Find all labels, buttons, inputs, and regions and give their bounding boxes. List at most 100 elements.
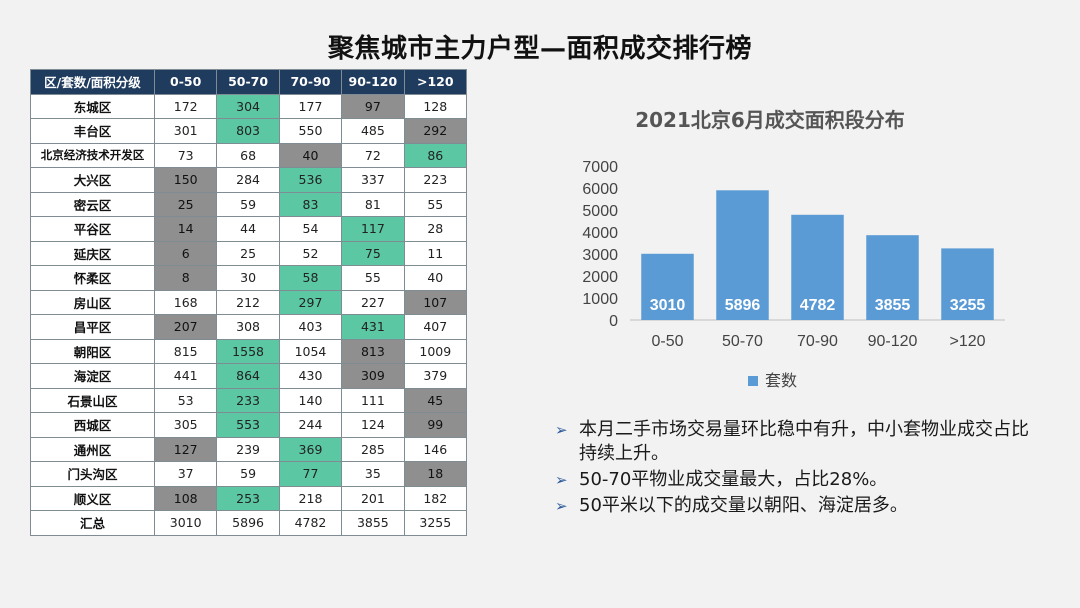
table-cell: 30 [216, 265, 280, 291]
table-cell: 128 [403, 93, 468, 119]
table-cell: 68 [216, 142, 280, 168]
table-row: 平谷区 14 44 54 117 28 [30, 216, 468, 242]
table-cell: 127 [153, 436, 218, 462]
table-cell: 309 [341, 363, 405, 389]
table-cell: 18 [403, 461, 468, 487]
row-label: 汇总 [30, 510, 155, 536]
table-cell: 45 [403, 387, 468, 413]
table-cell: 11 [403, 240, 468, 266]
header-cell-range: 90-120 [341, 69, 405, 95]
row-label: 大兴区 [30, 167, 155, 193]
table-cell: 550 [278, 118, 343, 144]
table-cell: 59 [216, 191, 280, 217]
bar-data-label: 3255 [950, 297, 986, 314]
x-tick-label: 50-70 [722, 333, 763, 350]
table-row: 门头沟区 37 59 77 35 18 [30, 461, 468, 487]
table-cell: 3255 [403, 510, 468, 536]
table-cell: 140 [278, 387, 343, 413]
table-cell: 308 [216, 314, 280, 340]
x-tick-label: 0-50 [651, 333, 683, 350]
note-item: ➢ 本月二手市场交易量环比稳中有升，中小套物业成交占比持续上升。 [555, 418, 1045, 466]
table-cell: 177 [278, 93, 343, 119]
table-cell: 97 [341, 93, 405, 119]
table-cell: 253 [216, 485, 280, 511]
table-cell: 369 [278, 436, 343, 462]
table-cell: 441 [153, 363, 218, 389]
arrow-bullet-icon: ➢ [555, 471, 568, 489]
table-cell: 1009 [403, 338, 468, 364]
table-cell: 218 [278, 485, 343, 511]
table-row: 海淀区 441 864 430 309 379 [30, 363, 468, 389]
table-cell: 813 [341, 338, 405, 364]
table-cell: 99 [403, 412, 468, 438]
table-cell: 182 [403, 485, 468, 511]
y-tick-label: 2000 [582, 269, 618, 286]
y-tick-label: 3000 [582, 247, 618, 264]
table-cell: 803 [216, 118, 280, 144]
table-row: 昌平区 207 308 403 431 407 [30, 314, 468, 340]
table-cell: 536 [278, 167, 343, 193]
bar-data-label: 3010 [650, 297, 686, 314]
table-cell: 77 [278, 461, 343, 487]
table-row: 东城区 172 304 177 97 128 [30, 93, 468, 119]
row-label: 怀柔区 [30, 265, 155, 291]
table-cell: 146 [403, 436, 468, 462]
bar-chart: 0 1000 2000 3000 4000 5000 6000 7000 3010 0-50 589… [582, 159, 1005, 390]
x-tick-label: >120 [949, 333, 985, 350]
chart-title: 2021北京6月成交面积段分布 [635, 108, 905, 132]
table-cell: 6 [153, 240, 218, 266]
note-text: 50-70平物业成交量最大，占比28%。 [579, 469, 888, 490]
table-cell: 58 [278, 265, 343, 291]
row-label: 丰台区 [30, 118, 155, 144]
table-cell: 1558 [216, 338, 280, 364]
table-cell: 864 [216, 363, 280, 389]
table-cell: 107 [403, 289, 468, 315]
table-cell: 55 [403, 191, 468, 217]
table-cell: 168 [153, 289, 218, 315]
table-cell: 284 [216, 167, 280, 193]
header-cell-range: >120 [403, 69, 468, 95]
row-label: 北京经济技术开发区 [30, 142, 155, 168]
row-label: 石景山区 [30, 387, 155, 413]
note-text: 本月二手市场交易量环比稳中有升，中小套物业成交占比持续上升。 [579, 419, 1029, 464]
table-cell: 35 [341, 461, 405, 487]
table-header-row: 区/套数/面积分级 0-50 50-70 70-90 90-120 >120 [30, 69, 468, 95]
table-cell: 52 [278, 240, 343, 266]
table-cell: 40 [403, 265, 468, 291]
header-cell-range: 70-90 [278, 69, 343, 95]
table-row: 怀柔区 8 30 58 55 40 [30, 265, 468, 291]
table-cell: 1054 [278, 338, 343, 364]
table-cell: 297 [278, 289, 343, 315]
table-cell: 379 [403, 363, 468, 389]
table-row: 房山区 168 212 297 227 107 [30, 289, 468, 315]
row-label: 密云区 [30, 191, 155, 217]
table-cell: 25 [216, 240, 280, 266]
table-row: 朝阳区 815 1558 1054 813 1009 [30, 338, 468, 364]
legend-swatch [748, 376, 758, 386]
x-tick-label: 90-120 [868, 333, 918, 350]
table-cell: 553 [216, 412, 280, 438]
note-item: ➢ 50-70平物业成交量最大，占比28%。 [555, 468, 1045, 492]
bar-data-label: 5896 [725, 297, 761, 314]
table-cell: 233 [216, 387, 280, 413]
table-cell: 40 [278, 142, 343, 168]
table-row: 大兴区 150 284 536 337 223 [30, 167, 468, 193]
table-row: 北京经济技术开发区 73 68 40 72 86 [30, 142, 468, 168]
bar [641, 253, 694, 320]
table-cell: 72 [341, 142, 405, 168]
table-cell: 304 [216, 93, 280, 119]
table-cell: 305 [153, 412, 218, 438]
notes-list: ➢ 本月二手市场交易量环比稳中有升，中小套物业成交占比持续上升。 ➢ 50-70平物业… [555, 418, 1045, 520]
y-tick-label: 4000 [582, 225, 618, 242]
table-cell: 5896 [216, 510, 280, 536]
row-label: 海淀区 [30, 363, 155, 389]
table-row: 顺义区 108 253 218 201 182 [30, 485, 468, 511]
y-tick-label: 0 [609, 313, 618, 330]
table-cell: 431 [341, 314, 405, 340]
table-cell: 55 [341, 265, 405, 291]
table-cell: 403 [278, 314, 343, 340]
ranking-table: 区/套数/面积分级 0-50 50-70 70-90 90-120 >120 东城区 172… [30, 69, 468, 536]
table-row: 丰台区 301 803 550 485 292 [30, 118, 468, 144]
table-cell: 59 [216, 461, 280, 487]
table-cell: 407 [403, 314, 468, 340]
